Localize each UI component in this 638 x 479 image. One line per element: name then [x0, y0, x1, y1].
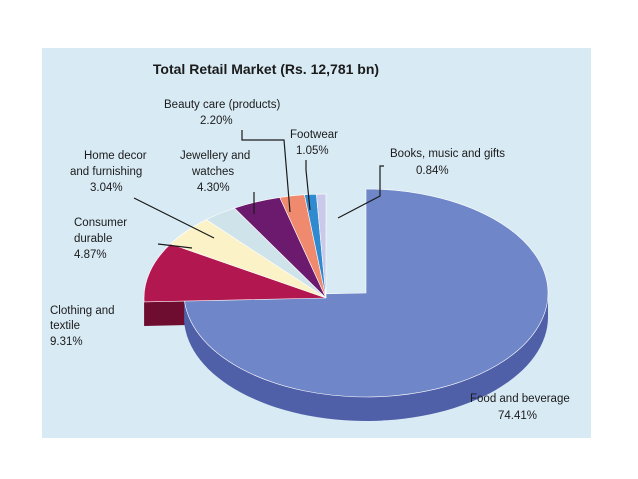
label-footwear-value: 1.05%: [296, 145, 329, 157]
label-beauty-care-value: 2.20%: [200, 115, 233, 127]
label-consumer-durable: Consumer durable 4.87%: [74, 217, 127, 261]
label-jewellery: Jewellery and watches 4.30%: [180, 150, 250, 194]
label-consumer-line1: Consumer: [74, 217, 127, 229]
slice-food-and-beverage: [183, 188, 549, 398]
label-clothing-and-textile: Clothing and textile 9.31%: [50, 305, 115, 348]
label-beauty-care: Beauty care (products) 2.20%: [164, 99, 281, 127]
label-footwear: Footwear 1.05%: [290, 129, 338, 157]
label-jewellery-line2: watches: [191, 166, 234, 178]
leader-line-home-decor: [133, 197, 215, 239]
label-footwear-name: Footwear: [290, 129, 338, 141]
leader-line-books: [337, 165, 384, 219]
chart-panel: Total Retail Market (Rs. 12,781 bn) Food…: [42, 48, 591, 438]
label-beauty-care-name: Beauty care (products): [164, 99, 281, 111]
label-home-decor-value: 3.04%: [90, 182, 123, 194]
label-food-and-beverage-value: 74.41%: [498, 410, 537, 422]
slice-side-food-and-beverage: [184, 293, 549, 421]
chart-title: Total Retail Market (Rs. 12,781 bn): [153, 61, 379, 77]
label-clothing-line2: textile: [50, 320, 80, 332]
label-books-value: 0.84%: [416, 165, 449, 177]
label-clothing-line1: Clothing and: [50, 305, 115, 317]
leader-line-consumer: [157, 243, 193, 249]
slice-books-music-and-gifts: [316, 193, 327, 299]
pie-chart: Total Retail Market (Rs. 12,781 bn) Food…: [50, 61, 570, 422]
label-home-line2: and furnishing: [70, 166, 142, 178]
leader-line-footwear: [305, 160, 311, 211]
label-jewellery-value: 4.30%: [197, 182, 230, 194]
label-consumer-durable-value: 4.87%: [74, 249, 107, 261]
label-home-decor: Home decor and furnishing 3.04%: [70, 150, 147, 194]
label-books-music-gifts: Books, music and gifts 0.84%: [390, 148, 505, 177]
label-food-and-beverage-name: Food and beverage: [470, 393, 570, 405]
label-consumer-line2: durable: [74, 233, 112, 245]
label-books-name: Books, music and gifts: [390, 148, 505, 160]
label-clothing-and-textile-value: 9.31%: [50, 336, 83, 348]
label-food-and-beverage: Food and beverage 74.41%: [470, 393, 570, 422]
leader-line-beauty-care: [241, 130, 291, 213]
label-jewellery-line1: Jewellery and: [180, 150, 250, 162]
pie-slices: [143, 188, 549, 421]
label-home-line1: Home decor: [84, 150, 147, 162]
